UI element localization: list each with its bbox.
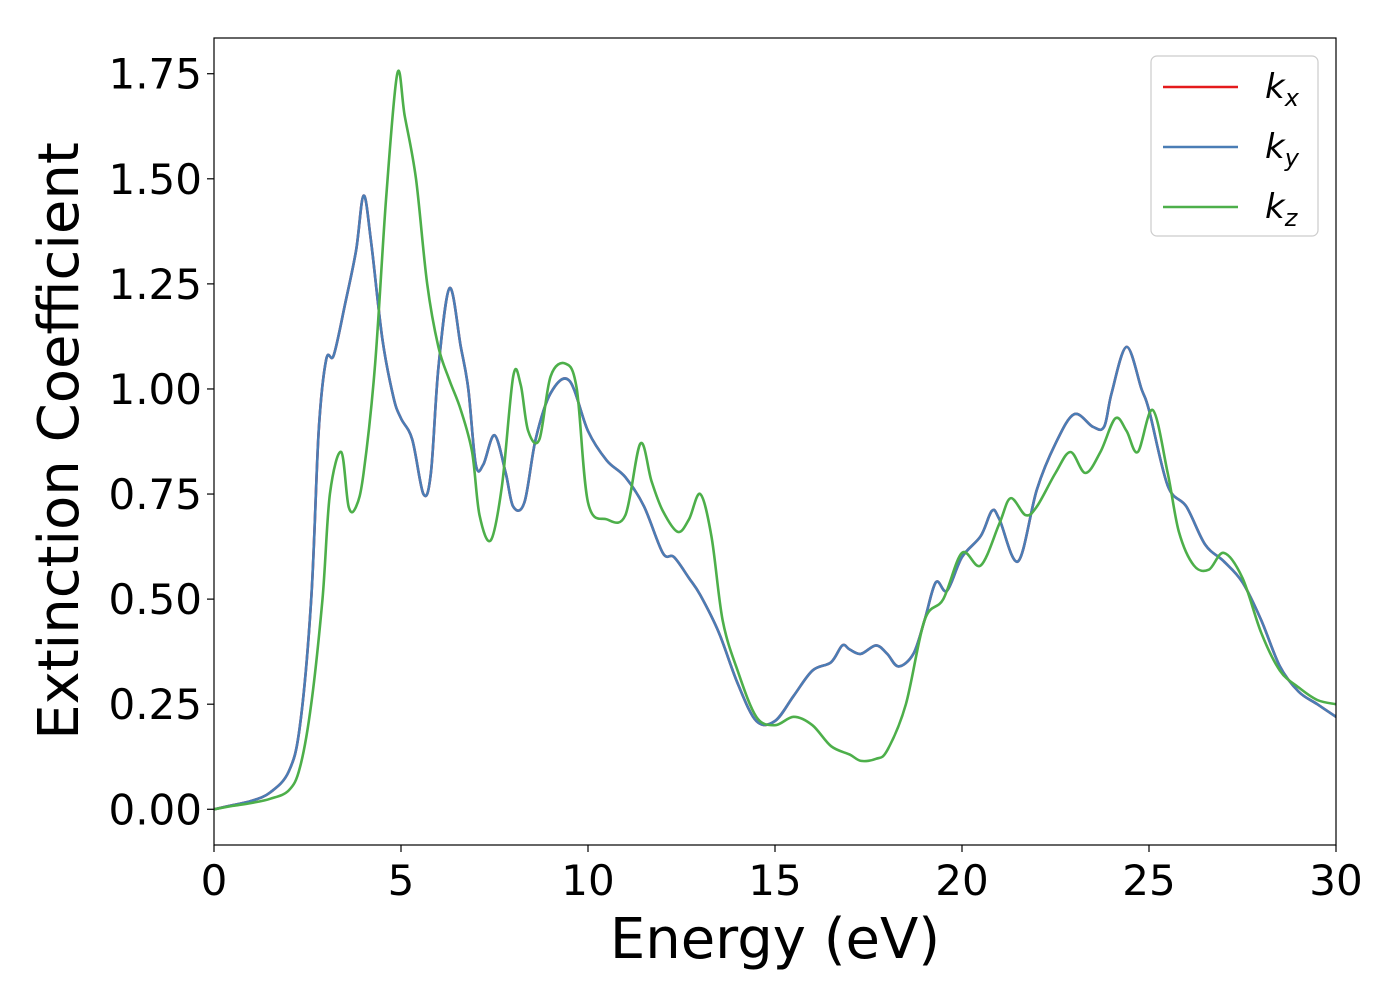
y-tick-label: 1.75	[108, 50, 202, 99]
y-tick-label: 1.50	[108, 155, 202, 204]
legend-label-main: k	[1265, 67, 1286, 107]
series-line-k-z	[214, 69, 1336, 811]
x-tick-label: 5	[388, 856, 415, 905]
y-axis: 0.00 0.25 0.50 0.75 1.00 1.25 1.50 1.75	[108, 50, 214, 834]
y-tick-label: 0.50	[108, 575, 202, 624]
legend-label-main: k	[1265, 127, 1286, 167]
x-tick-label: 30	[1309, 856, 1362, 905]
y-tick-label: 1.00	[108, 365, 202, 414]
legend-label-subscript: x	[1284, 84, 1300, 112]
y-tick-label: 1.25	[108, 260, 202, 309]
x-tick-label: 0	[201, 856, 228, 905]
legend-label-subscript: y	[1284, 144, 1300, 172]
plot-background	[214, 38, 1336, 845]
x-tick-label: 15	[748, 856, 801, 905]
x-axis: 0 5 10 15 20 25 30	[201, 845, 1363, 905]
x-tick-label: 20	[935, 856, 988, 905]
y-tick-label: 0.75	[108, 470, 202, 519]
x-axis-title: Energy (eV)	[610, 907, 940, 972]
x-tick-label: 10	[561, 856, 614, 905]
y-axis-title: Extinction Coefficient	[27, 142, 92, 740]
legend-label-subscript: z	[1284, 204, 1299, 232]
y-tick-label: 0.00	[108, 785, 202, 834]
legend-label: kz	[1265, 187, 1299, 232]
series-line-k-y	[214, 194, 1336, 811]
x-tick-label: 25	[1122, 856, 1175, 905]
legend-label: ky	[1265, 127, 1300, 172]
legend-label: kx	[1265, 67, 1300, 112]
legend-label-main: k	[1265, 187, 1286, 227]
series-layer	[214, 69, 1336, 811]
y-tick-label: 0.25	[108, 680, 202, 729]
